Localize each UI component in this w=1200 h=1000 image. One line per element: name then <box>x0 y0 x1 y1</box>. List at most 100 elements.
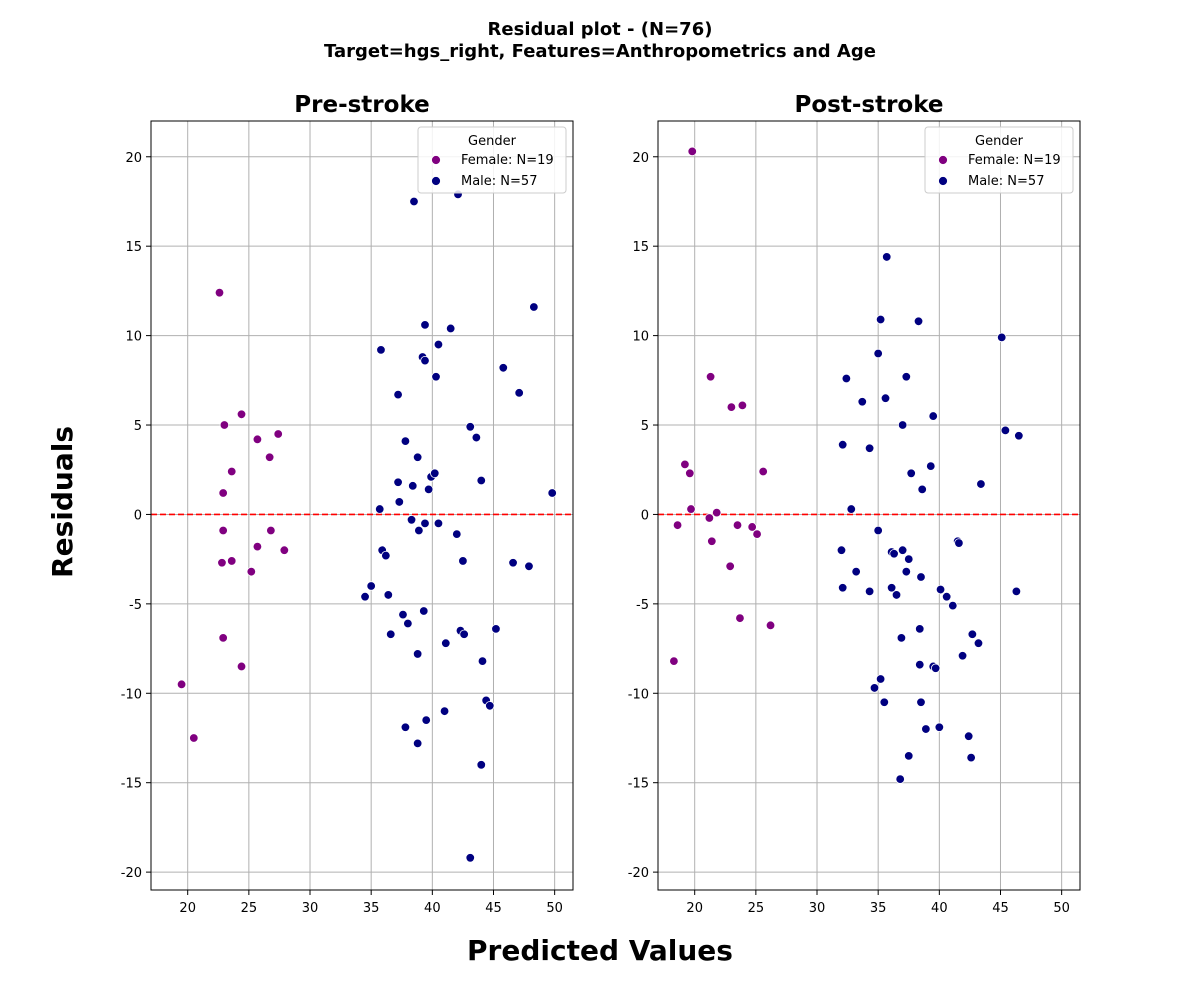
legend-marker-male <box>938 176 948 186</box>
data-point <box>420 355 430 366</box>
data-point <box>360 592 370 602</box>
data-point <box>498 363 508 373</box>
data-point <box>414 525 424 536</box>
data-point <box>897 545 908 555</box>
data-point <box>471 432 482 443</box>
data-point <box>514 388 524 398</box>
y-tick-label: -5 <box>129 598 142 613</box>
y-tick-label: 15 <box>632 240 649 255</box>
x-tick-label: 50 <box>546 901 563 916</box>
data-point <box>879 697 889 707</box>
data-point <box>915 659 925 670</box>
data-point <box>477 656 488 666</box>
x-tick-label: 25 <box>748 901 765 916</box>
y-tick-label: -10 <box>121 687 142 702</box>
legend: Gender Female: N=19 Male: N=57 <box>417 126 567 194</box>
x-tick-label: 25 <box>241 901 258 916</box>
data-point <box>966 752 976 763</box>
data-point <box>841 373 852 384</box>
data-point <box>915 624 925 634</box>
x-tick-label: 45 <box>485 901 502 916</box>
data-point <box>219 420 230 430</box>
x-tick-label: 40 <box>424 901 441 916</box>
data-point <box>851 566 861 577</box>
data-point <box>218 633 228 643</box>
x-tick-label: 40 <box>931 901 948 916</box>
data-point <box>264 452 275 462</box>
y-tick-label: -5 <box>636 598 649 613</box>
y-tick-label: 20 <box>632 151 649 166</box>
subplot-title-post-stroke: Post-stroke <box>795 92 944 118</box>
data-point <box>669 656 679 666</box>
data-point <box>897 420 908 430</box>
data-point <box>547 488 557 498</box>
data-point <box>941 592 952 602</box>
data-point <box>1011 586 1022 597</box>
x-tick-label: 30 <box>809 901 826 916</box>
data-point <box>375 504 385 514</box>
legend-entry-male: Male: N=57 <box>968 174 1044 189</box>
series-male <box>360 189 557 863</box>
data-point <box>732 520 743 530</box>
legend-title: Gender <box>975 134 1024 149</box>
data-point <box>967 629 978 639</box>
data-point <box>921 724 931 734</box>
data-point <box>227 466 237 477</box>
data-point <box>214 287 225 298</box>
data-point <box>441 638 451 648</box>
series-female <box>669 146 776 666</box>
data-point <box>752 529 762 539</box>
data-point <box>873 348 883 359</box>
data-point <box>1014 431 1024 441</box>
data-point <box>864 586 875 597</box>
y-tick-label: -20 <box>121 866 142 881</box>
data-point <box>948 600 958 611</box>
data-point <box>672 520 683 530</box>
data-point <box>266 525 276 536</box>
data-point <box>680 459 690 470</box>
y-tick-label: 10 <box>125 330 142 345</box>
data-point <box>875 674 886 684</box>
data-point <box>383 590 393 600</box>
data-point <box>508 558 518 568</box>
data-point <box>928 411 938 421</box>
data-point <box>176 679 187 690</box>
data-point <box>386 629 396 639</box>
x-tick-label: 30 <box>302 901 319 916</box>
data-point <box>846 504 856 514</box>
data-point <box>398 609 408 620</box>
x-tick-label: 45 <box>992 901 1009 916</box>
data-point <box>400 722 411 732</box>
data-point <box>705 372 716 382</box>
data-point <box>889 549 899 559</box>
data-point <box>423 484 434 495</box>
x-axis-label: Predicted Values <box>467 934 733 967</box>
data-point <box>381 550 391 561</box>
x-tick-label: 35 <box>363 901 380 916</box>
x-tick-label: 20 <box>179 901 196 916</box>
axes-frame <box>657 120 1081 891</box>
legend-entry-female: Female: N=19 <box>968 153 1061 168</box>
data-point <box>886 583 897 593</box>
data-point <box>227 556 237 566</box>
data-point <box>916 572 926 582</box>
data-point <box>976 479 986 489</box>
data-point <box>838 439 848 450</box>
data-point <box>904 554 914 564</box>
data-point <box>420 320 430 330</box>
data-point <box>873 525 883 536</box>
data-point <box>857 397 867 407</box>
y-tick-label: -15 <box>121 777 142 792</box>
x-tick-label: 35 <box>870 901 887 916</box>
y-tick-label: -15 <box>628 777 649 792</box>
data-point <box>882 252 892 262</box>
data-point <box>707 536 717 546</box>
legend-marker-male <box>431 176 441 186</box>
y-tick-label: 15 <box>125 240 142 255</box>
data-point <box>476 760 486 770</box>
x-tick-label: 50 <box>1053 901 1070 916</box>
data-point <box>735 613 745 623</box>
data-point <box>524 561 534 572</box>
axes-frame <box>150 120 574 891</box>
data-point <box>704 513 715 523</box>
